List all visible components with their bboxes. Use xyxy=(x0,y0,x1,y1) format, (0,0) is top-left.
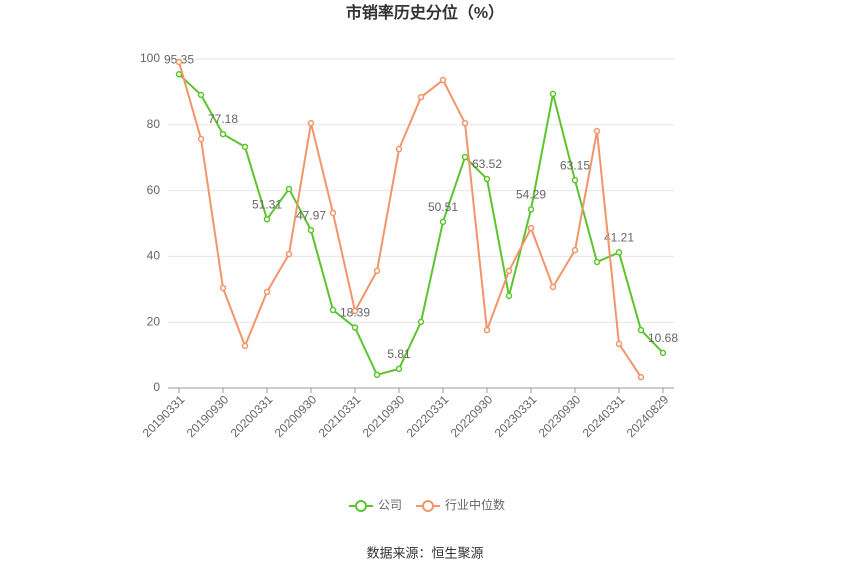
point xyxy=(241,342,249,350)
point xyxy=(483,326,491,334)
point xyxy=(483,175,491,183)
data-label: 63.52 xyxy=(472,157,502,171)
point xyxy=(637,326,645,334)
point xyxy=(219,130,227,138)
point xyxy=(329,209,337,217)
point xyxy=(351,307,359,315)
point xyxy=(527,224,535,232)
x-tick-label: 20240331 xyxy=(580,392,628,440)
data-label: 10.68 xyxy=(648,331,678,345)
source: 数据来源：恒生聚源 xyxy=(366,545,483,560)
point xyxy=(307,226,315,234)
data-label: 5.81 xyxy=(387,347,411,361)
point xyxy=(505,267,513,275)
point xyxy=(461,153,469,161)
x-tick-label: 20210331 xyxy=(316,392,364,440)
x-tick-label: 20220930 xyxy=(448,392,496,440)
x-tick-label: 20230930 xyxy=(536,392,584,440)
point xyxy=(285,185,293,193)
point xyxy=(571,246,579,254)
point xyxy=(373,371,381,379)
point xyxy=(615,249,623,256)
point xyxy=(637,373,645,381)
data-label: 77.18 xyxy=(208,112,238,126)
point xyxy=(263,288,271,296)
point xyxy=(351,324,359,331)
y-tick-label: 80 xyxy=(147,117,161,131)
point xyxy=(417,318,425,326)
point xyxy=(527,206,535,213)
point xyxy=(285,250,293,258)
point xyxy=(439,76,447,84)
point xyxy=(505,292,513,300)
point xyxy=(175,71,183,78)
x-tick-label: 20200331 xyxy=(228,392,276,440)
y-tick-label: 60 xyxy=(147,183,161,197)
point xyxy=(329,306,337,314)
y-tick-label: 100 xyxy=(140,51,160,65)
point xyxy=(571,176,579,184)
point xyxy=(373,267,381,275)
point xyxy=(197,135,205,143)
x-tick-label: 20220331 xyxy=(404,392,452,440)
x-tick-label: 20240829 xyxy=(624,392,672,440)
point xyxy=(241,143,249,151)
point xyxy=(461,119,469,127)
point xyxy=(593,127,601,135)
point xyxy=(219,284,227,292)
point xyxy=(197,91,205,99)
x-tick-label: 20230331 xyxy=(492,392,540,440)
data-label: 41.21 xyxy=(604,231,634,245)
point xyxy=(307,119,315,127)
data-label: 63.15 xyxy=(560,158,590,172)
point xyxy=(263,215,271,223)
data-label: 47.97 xyxy=(296,208,326,222)
legend-marker xyxy=(355,500,367,512)
legend-label: 行业中位数 xyxy=(445,497,505,512)
point xyxy=(395,365,403,373)
legend-label: 公司 xyxy=(378,498,402,512)
point xyxy=(395,145,403,153)
y-tick-label: 40 xyxy=(147,249,161,263)
point xyxy=(659,349,667,357)
point xyxy=(549,283,557,291)
x-tick-label: 20190331 xyxy=(140,392,188,440)
data-label: 51.31 xyxy=(252,197,282,211)
point xyxy=(549,90,557,98)
x-tick-label: 20210930 xyxy=(360,392,408,440)
data-label: 50.51 xyxy=(428,200,458,214)
data-label: 54.29 xyxy=(516,188,546,202)
point xyxy=(593,258,601,266)
x-tick-label: 20200930 xyxy=(272,392,320,440)
point xyxy=(175,58,183,66)
chart-title: 市销率历史分位（%） xyxy=(346,3,504,22)
legend-marker xyxy=(422,500,434,512)
series-line xyxy=(178,61,642,378)
point xyxy=(615,340,623,348)
y-tick-label: 20 xyxy=(147,314,161,328)
y-tick-label: 0 xyxy=(153,380,160,394)
x-tick-label: 20190930 xyxy=(184,392,232,440)
point xyxy=(439,218,447,226)
point xyxy=(417,93,425,101)
